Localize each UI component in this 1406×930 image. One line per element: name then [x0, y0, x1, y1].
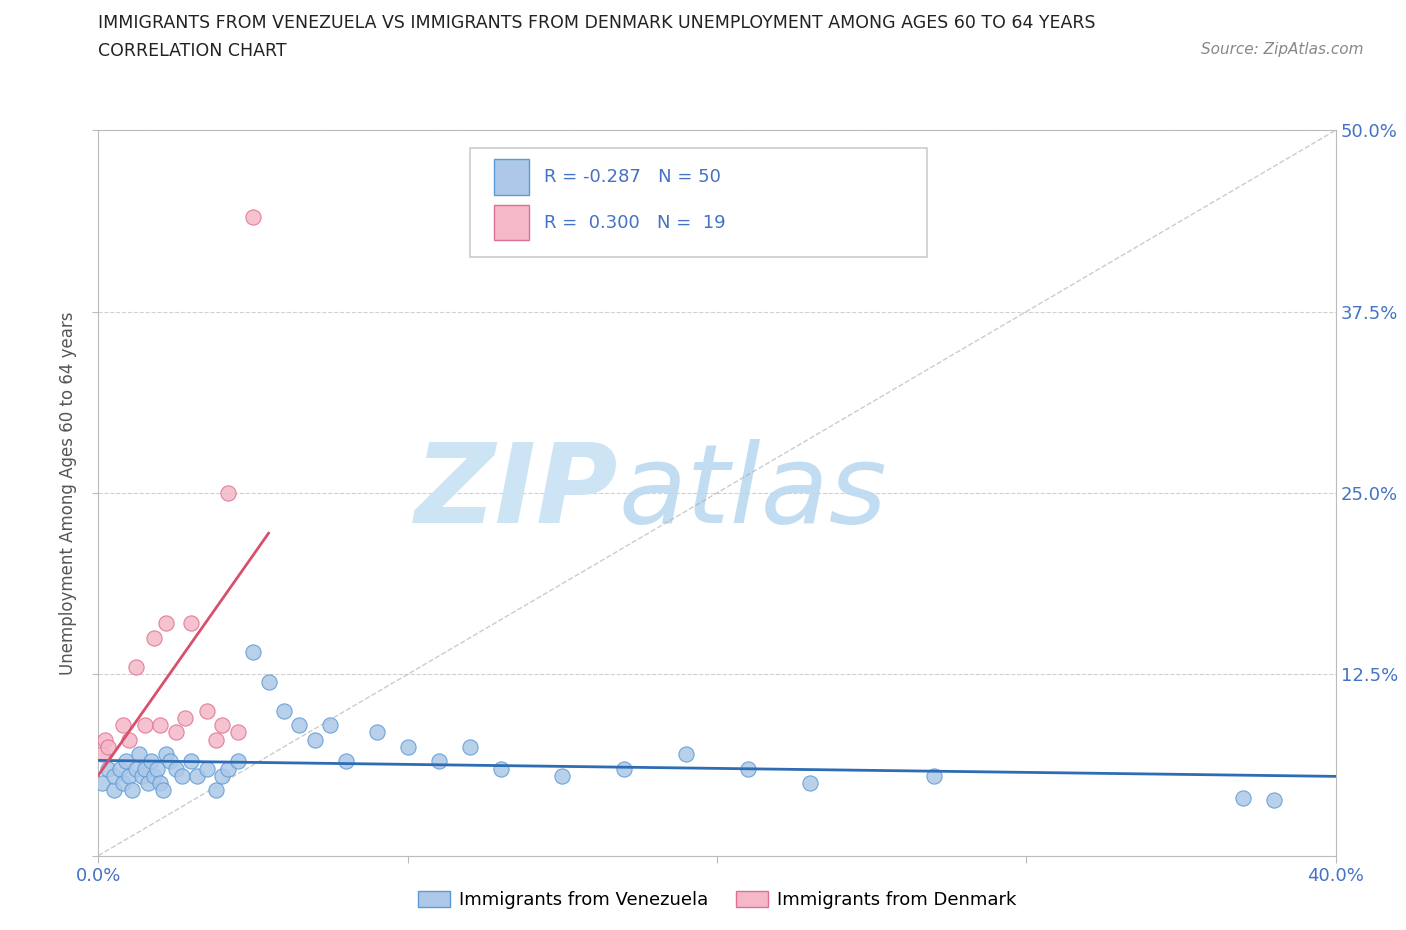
Point: [146, 761, 169, 776]
Text: ZIP: ZIP: [415, 439, 619, 547]
Point: [97, 739, 120, 754]
Point: [93, 732, 115, 747]
Y-axis label: Unemployment Among Ages 60 to 64 years: Unemployment Among Ages 60 to 64 years: [59, 312, 77, 674]
Point: [675, 747, 697, 762]
Point: [139, 754, 162, 769]
Point: [128, 747, 150, 762]
FancyBboxPatch shape: [495, 205, 529, 240]
Point: [149, 776, 172, 790]
Point: [195, 703, 218, 718]
Point: [134, 718, 156, 733]
Point: [97, 761, 120, 776]
Point: [257, 674, 280, 689]
Point: [226, 754, 249, 769]
Point: [799, 776, 821, 790]
Point: [124, 659, 146, 674]
Point: [186, 768, 208, 783]
Point: [124, 761, 146, 776]
Point: [613, 761, 636, 776]
Point: [174, 711, 197, 725]
FancyBboxPatch shape: [470, 149, 928, 258]
Point: [112, 776, 135, 790]
Point: [118, 768, 141, 783]
Point: [1232, 790, 1254, 805]
Point: [427, 754, 450, 769]
Point: [159, 754, 181, 769]
Point: [211, 718, 233, 733]
Text: R =  0.300   N =  19: R = 0.300 N = 19: [544, 214, 725, 232]
Point: [103, 783, 125, 798]
Point: [155, 616, 177, 631]
Point: [737, 761, 759, 776]
Text: atlas: atlas: [619, 439, 887, 547]
Point: [273, 703, 295, 718]
Point: [152, 783, 174, 798]
FancyBboxPatch shape: [495, 159, 529, 194]
Point: [217, 761, 239, 776]
Point: [121, 783, 143, 798]
Point: [288, 718, 311, 733]
Point: [242, 210, 264, 225]
Point: [335, 754, 357, 769]
Point: [131, 768, 153, 783]
Point: [165, 761, 187, 776]
Legend: Immigrants from Venezuela, Immigrants from Denmark: Immigrants from Venezuela, Immigrants fr…: [411, 884, 1024, 916]
Point: [103, 768, 125, 783]
Point: [170, 768, 193, 783]
Text: IMMIGRANTS FROM VENEZUELA VS IMMIGRANTS FROM DENMARK UNEMPLOYMENT AMONG AGES 60 : IMMIGRANTS FROM VENEZUELA VS IMMIGRANTS …: [98, 14, 1095, 32]
Point: [180, 616, 202, 631]
Point: [118, 732, 141, 747]
Point: [489, 761, 512, 776]
Point: [242, 645, 264, 660]
Point: [108, 761, 131, 776]
Point: [217, 485, 239, 500]
Point: [112, 718, 135, 733]
Point: [195, 761, 218, 776]
Point: [90, 776, 112, 790]
Point: [165, 724, 187, 739]
Point: [143, 631, 166, 645]
Point: [211, 768, 233, 783]
Point: [134, 761, 156, 776]
Point: [90, 747, 112, 762]
Point: [226, 724, 249, 739]
Point: [396, 739, 419, 754]
Point: [458, 739, 481, 754]
Point: [143, 768, 166, 783]
Point: [551, 768, 574, 783]
Point: [319, 718, 342, 733]
Point: [136, 776, 159, 790]
Point: [205, 783, 228, 798]
Point: [366, 724, 388, 739]
Point: [205, 732, 228, 747]
Point: [922, 768, 945, 783]
Text: Source: ZipAtlas.com: Source: ZipAtlas.com: [1201, 42, 1364, 57]
Text: R = -0.287   N = 50: R = -0.287 N = 50: [544, 167, 721, 186]
Point: [180, 754, 202, 769]
Text: CORRELATION CHART: CORRELATION CHART: [98, 42, 287, 60]
Point: [115, 754, 138, 769]
Point: [1263, 793, 1285, 808]
Point: [304, 732, 326, 747]
Point: [149, 718, 172, 733]
Point: [155, 747, 177, 762]
